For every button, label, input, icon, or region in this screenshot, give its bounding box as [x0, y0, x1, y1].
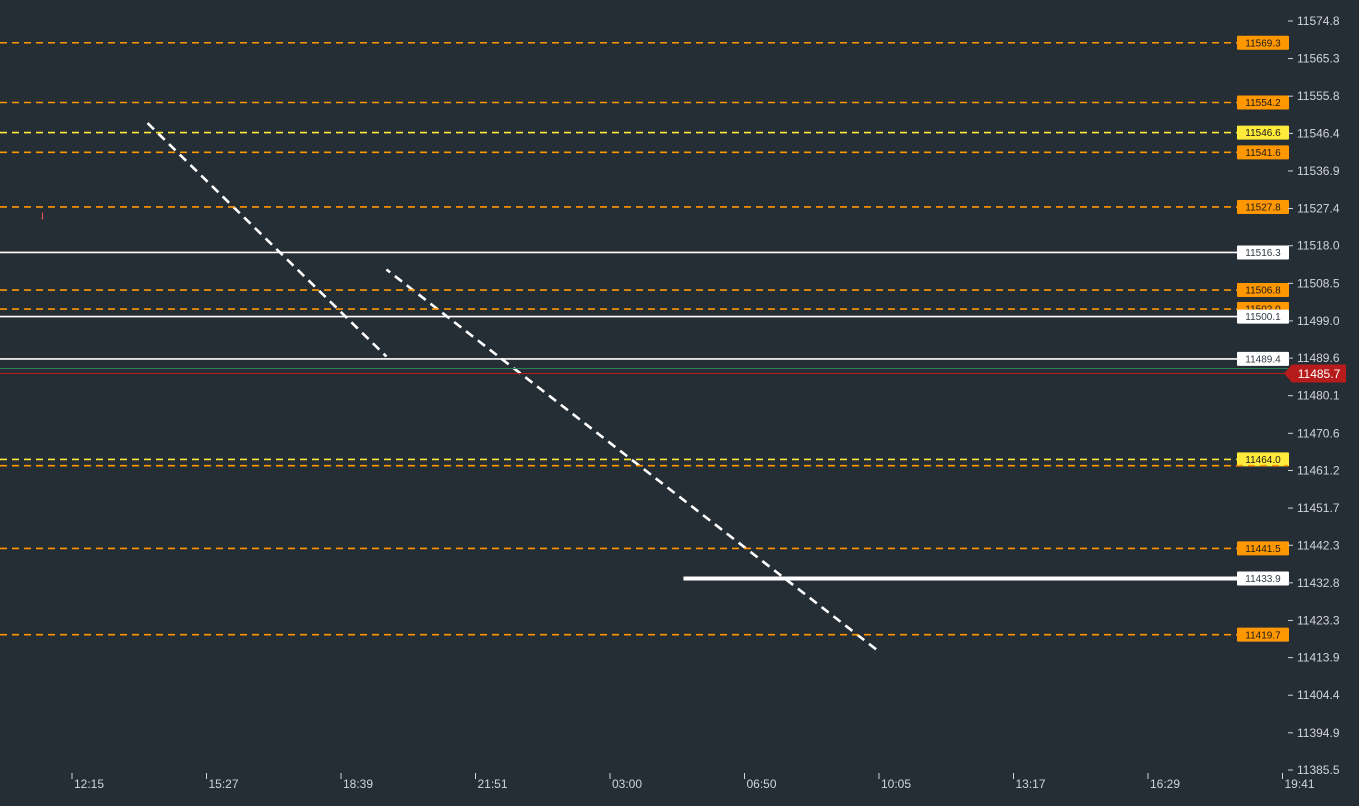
y-tick-label: 11565.3 — [1297, 52, 1340, 66]
y-tick-label: 11499.0 — [1297, 314, 1340, 328]
y-tick-label: 11470.6 — [1297, 426, 1340, 440]
y-tick-label: 11574.8 — [1297, 14, 1340, 28]
level-label: 11500.1 — [1245, 312, 1281, 323]
current-price-label: 11485.7 — [1298, 367, 1341, 381]
trendline[interactable] — [146, 122, 388, 358]
y-tick-label: 11423.3 — [1297, 613, 1340, 627]
level-label: 11464.0 — [1245, 455, 1281, 466]
y-tick-label: 11536.9 — [1297, 164, 1340, 178]
level-label-box — [1237, 283, 1289, 298]
level-label-box — [1237, 95, 1289, 110]
y-tick-label: 11489.6 — [1297, 351, 1340, 365]
level-label-box — [1237, 541, 1289, 556]
x-tick-label: 10:05 — [881, 777, 911, 791]
level-label-box — [1237, 35, 1289, 50]
y-tick-label: 11555.8 — [1297, 89, 1340, 103]
x-tick-label: 12:15 — [74, 777, 104, 791]
y-tick-label: 11461.2 — [1297, 463, 1340, 477]
level-label: 11569.3 — [1245, 38, 1281, 49]
x-tick-label: 13:17 — [1016, 777, 1046, 791]
y-tick-label: 11394.9 — [1297, 726, 1340, 740]
level-label-box — [1237, 245, 1289, 260]
y-tick-label: 11518.0 — [1297, 239, 1340, 253]
y-tick-label: 11451.7 — [1297, 501, 1340, 515]
x-tick-label: 03:00 — [612, 777, 642, 791]
y-tick-label: 11413.9 — [1297, 651, 1340, 665]
x-tick-label: 15:27 — [209, 777, 239, 791]
horizontal-levels-layer: 11569.3 11554.2 11546.6 11541.6 11527.8 11516… — [0, 35, 1289, 642]
time-axis[interactable]: 12:15 15:27 18:39 21:51 03:00 06:50 10:05 13:17… — [71, 773, 1315, 791]
x-tick-label: 18:39 — [343, 777, 373, 791]
level-label: 11489.4 — [1245, 355, 1281, 366]
x-tick-label: 16:29 — [1150, 777, 1180, 791]
y-tick-label: 11546.4 — [1297, 126, 1340, 140]
level-label: 11506.8 — [1245, 286, 1281, 297]
y-tick-label: 11508.5 — [1297, 276, 1340, 290]
level-label-box — [1237, 199, 1289, 214]
level-label: 11441.5 — [1245, 544, 1281, 555]
level-label: 11516.3 — [1245, 248, 1281, 259]
level-label: 11419.7 — [1245, 630, 1281, 641]
y-tick-label: 11442.3 — [1297, 538, 1340, 552]
level-label-box — [1237, 452, 1289, 467]
level-label-box — [1237, 351, 1289, 366]
price-axis[interactable]: 11574.8 11565.3 11555.8 11546.4 11536.9 11527… — [1288, 14, 1340, 777]
x-tick-label: 06:50 — [747, 777, 777, 791]
y-tick-label: 11404.4 — [1297, 688, 1340, 702]
trendlines-layer — [146, 122, 877, 651]
y-tick-label: 11432.8 — [1297, 576, 1340, 590]
x-tick-label: 19:41 — [1285, 777, 1315, 791]
level-label-box — [1237, 309, 1289, 324]
level-label: 11541.6 — [1245, 148, 1281, 159]
candles-layer — [41, 212, 44, 220]
level-label: 11527.8 — [1245, 203, 1281, 214]
current-price-layer: 11485.7 — [0, 364, 1346, 383]
x-tick-label: 21:51 — [478, 777, 508, 791]
current-price-tag[interactable] — [1284, 364, 1346, 383]
candle-body — [41, 218, 44, 220]
y-tick-label: 11385.5 — [1297, 763, 1340, 777]
level-label-box — [1237, 145, 1289, 160]
y-tick-label: 11527.4 — [1297, 202, 1340, 216]
y-tick-label: 11480.1 — [1297, 389, 1340, 403]
level-label: 11546.6 — [1245, 128, 1281, 139]
level-label-box — [1237, 125, 1289, 140]
level-label-box — [1237, 627, 1289, 642]
level-label: 11433.9 — [1245, 574, 1281, 585]
level-label-box — [1237, 571, 1289, 586]
level-label: 11554.2 — [1245, 98, 1281, 109]
trendline[interactable] — [385, 268, 877, 651]
